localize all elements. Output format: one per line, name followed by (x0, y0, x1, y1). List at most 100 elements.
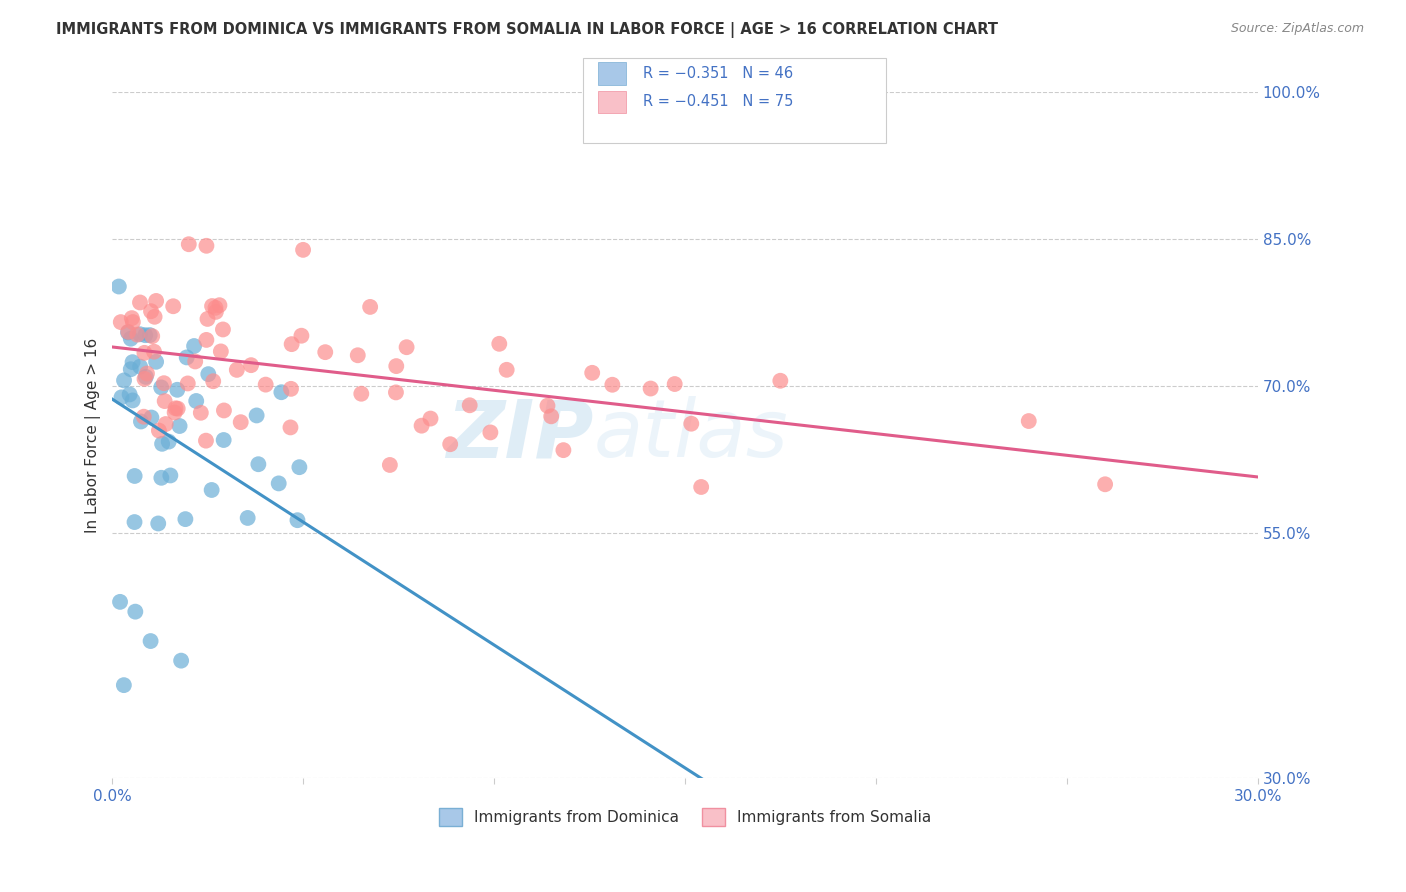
Point (112, 678, 135, 692)
Point (212, 322, 235, 336)
Legend: Immigrants from Dominica, Immigrants from Somalia: Immigrants from Dominica, Immigrants fro… (433, 801, 938, 832)
Point (112, 373, 135, 387)
Point (280, 382, 302, 396)
Point (135, 369, 157, 384)
Point (385, 359, 408, 373)
Point (254, 377, 277, 392)
Point (134, 328, 156, 343)
Point (145, 293, 167, 308)
Point (121, 393, 143, 408)
Point (314, 345, 336, 359)
Point (155, 417, 177, 431)
Point (143, 344, 166, 359)
Point (236, 511, 259, 525)
Point (153, 376, 176, 391)
Point (121, 355, 143, 369)
Text: IMMIGRANTS FROM DOMINICA VS IMMIGRANTS FROM SOMALIA IN LABOR FORCE | AGE > 16 CO: IMMIGRANTS FROM DOMINICA VS IMMIGRANTS F… (56, 22, 998, 38)
Point (117, 325, 139, 339)
Point (540, 409, 562, 424)
Point (194, 434, 217, 448)
Point (129, 295, 152, 310)
Point (121, 311, 143, 326)
Point (681, 417, 703, 431)
Point (395, 340, 418, 354)
Point (110, 315, 132, 329)
Point (129, 327, 152, 342)
Point (117, 326, 139, 340)
Point (177, 237, 200, 252)
Point (664, 377, 686, 392)
Point (150, 380, 173, 394)
Point (270, 385, 292, 400)
Point (246, 409, 269, 423)
Point (190, 406, 212, 420)
Point (134, 346, 156, 360)
Point (495, 363, 517, 377)
Point (209, 344, 232, 359)
Point (163, 405, 186, 419)
Point (138, 328, 160, 343)
Text: atlas: atlas (593, 396, 789, 475)
Point (769, 374, 792, 388)
Point (419, 411, 441, 425)
Point (195, 333, 218, 347)
Point (458, 398, 481, 412)
Y-axis label: In Labor Force | Age > 16: In Labor Force | Age > 16 (86, 338, 101, 533)
Point (581, 366, 603, 380)
Point (640, 382, 662, 396)
Point (136, 367, 159, 381)
Point (553, 443, 575, 458)
Point (602, 377, 624, 392)
Point (169, 419, 191, 434)
Point (280, 420, 302, 434)
Point (120, 362, 142, 376)
Point (139, 304, 162, 318)
Point (186, 394, 208, 409)
Point (201, 483, 224, 497)
Point (162, 299, 184, 313)
Point (292, 243, 315, 257)
Point (176, 351, 198, 365)
Text: R = −0.451   N = 75: R = −0.451 N = 75 (643, 95, 793, 109)
Point (350, 386, 373, 401)
Point (165, 401, 187, 416)
Point (240, 358, 263, 372)
Point (159, 468, 181, 483)
Point (166, 383, 188, 397)
Point (157, 434, 180, 449)
Point (385, 385, 408, 400)
Point (174, 512, 197, 526)
Point (148, 516, 170, 531)
Point (141, 329, 163, 343)
Point (124, 469, 146, 483)
Point (288, 460, 311, 475)
Point (118, 387, 141, 401)
Point (247, 457, 270, 471)
Point (212, 433, 235, 447)
Point (1018, 414, 1040, 428)
Point (134, 372, 156, 386)
Point (202, 374, 225, 388)
Point (346, 348, 368, 362)
Text: ZIP: ZIP (446, 396, 593, 475)
Point (488, 336, 510, 351)
Point (170, 654, 193, 668)
Text: R = −0.351   N = 46: R = −0.351 N = 46 (643, 66, 793, 80)
Point (204, 301, 226, 315)
Point (690, 480, 713, 494)
Point (378, 458, 401, 472)
Point (212, 403, 235, 417)
Point (225, 363, 247, 377)
Point (139, 634, 162, 648)
Point (197, 367, 219, 381)
Point (184, 354, 207, 368)
Point (197, 312, 219, 326)
Text: Source: ZipAtlas.com: Source: ZipAtlas.com (1230, 22, 1364, 36)
Point (177, 376, 200, 391)
Point (479, 425, 502, 440)
Point (132, 409, 155, 424)
Point (280, 337, 302, 351)
Point (108, 595, 131, 609)
Point (129, 415, 152, 429)
Point (153, 394, 176, 409)
